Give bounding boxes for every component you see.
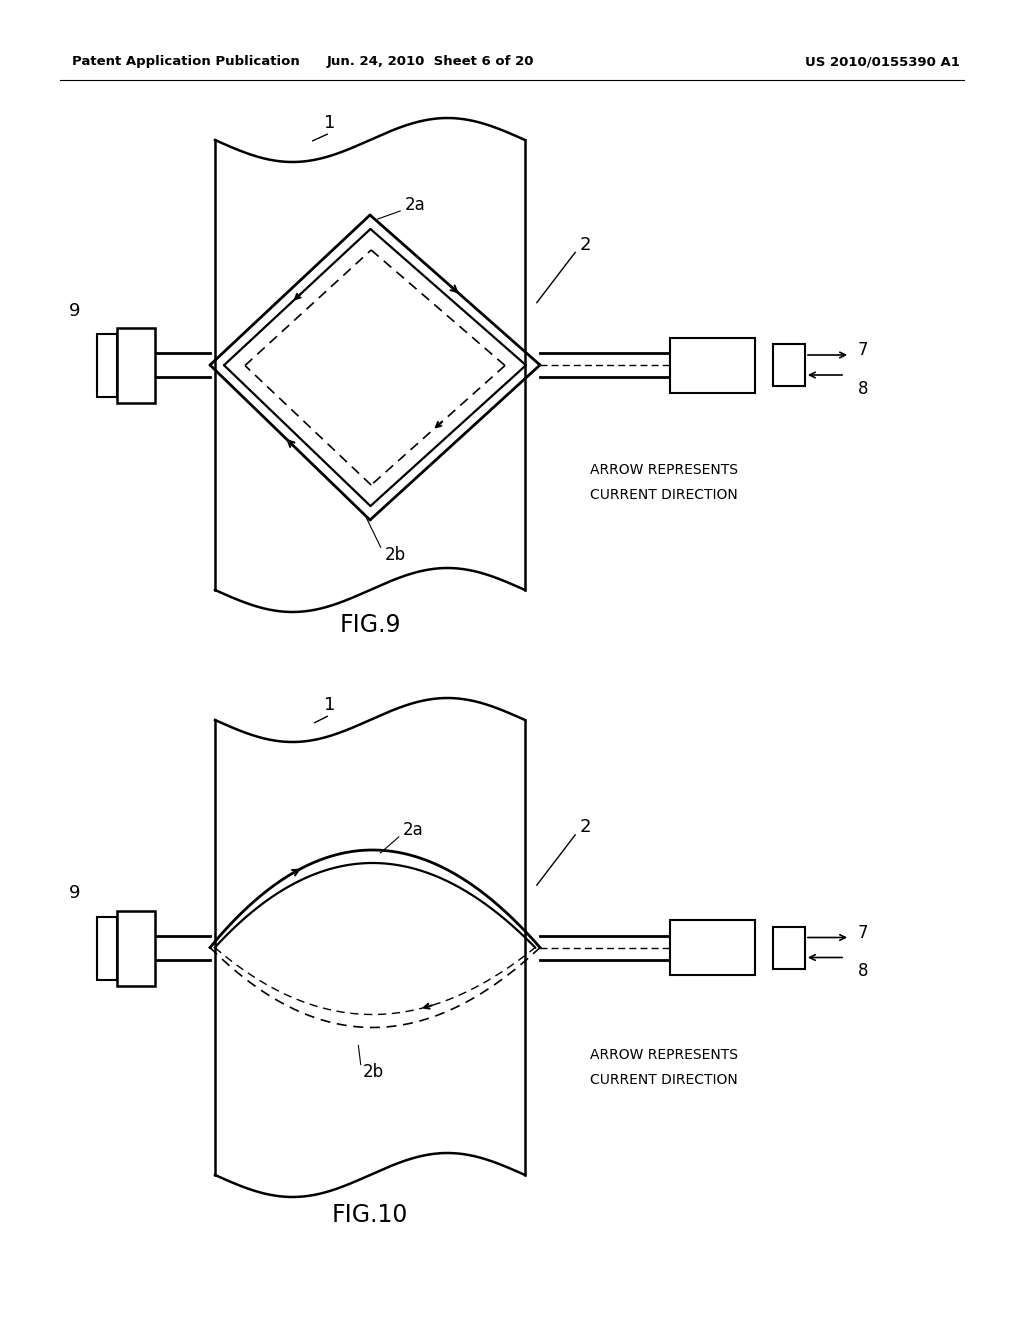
- Text: 2: 2: [580, 236, 592, 253]
- Text: 1: 1: [325, 114, 336, 132]
- Text: 9: 9: [70, 884, 81, 903]
- Text: 9: 9: [70, 301, 81, 319]
- Bar: [670, 338, 755, 392]
- Text: Jun. 24, 2010  Sheet 6 of 20: Jun. 24, 2010 Sheet 6 of 20: [327, 55, 534, 69]
- Text: FIG.9: FIG.9: [339, 612, 400, 638]
- Text: 2b: 2b: [364, 1064, 384, 1081]
- Text: 8: 8: [858, 962, 868, 981]
- Text: CURRENT DIRECTION: CURRENT DIRECTION: [590, 488, 737, 502]
- Text: 2a: 2a: [403, 821, 424, 840]
- Bar: [117, 911, 155, 986]
- Text: 2b: 2b: [385, 546, 407, 564]
- Text: 2: 2: [580, 818, 592, 837]
- Text: 8: 8: [858, 380, 868, 399]
- Bar: [97, 916, 117, 979]
- Bar: [773, 927, 805, 969]
- Text: 2a: 2a: [406, 195, 426, 214]
- Bar: [117, 327, 155, 403]
- Text: 7: 7: [858, 924, 868, 941]
- Bar: [97, 334, 117, 396]
- Text: FIG.10: FIG.10: [332, 1203, 409, 1228]
- Text: ARROW REPRESENTS: ARROW REPRESENTS: [590, 463, 738, 477]
- Text: Patent Application Publication: Patent Application Publication: [72, 55, 300, 69]
- Bar: [670, 920, 755, 975]
- Text: 1: 1: [325, 696, 336, 714]
- Text: ARROW REPRESENTS: ARROW REPRESENTS: [590, 1048, 738, 1063]
- Bar: [773, 345, 805, 385]
- Text: CURRENT DIRECTION: CURRENT DIRECTION: [590, 1073, 737, 1086]
- Text: US 2010/0155390 A1: US 2010/0155390 A1: [805, 55, 961, 69]
- Text: 7: 7: [858, 341, 868, 359]
